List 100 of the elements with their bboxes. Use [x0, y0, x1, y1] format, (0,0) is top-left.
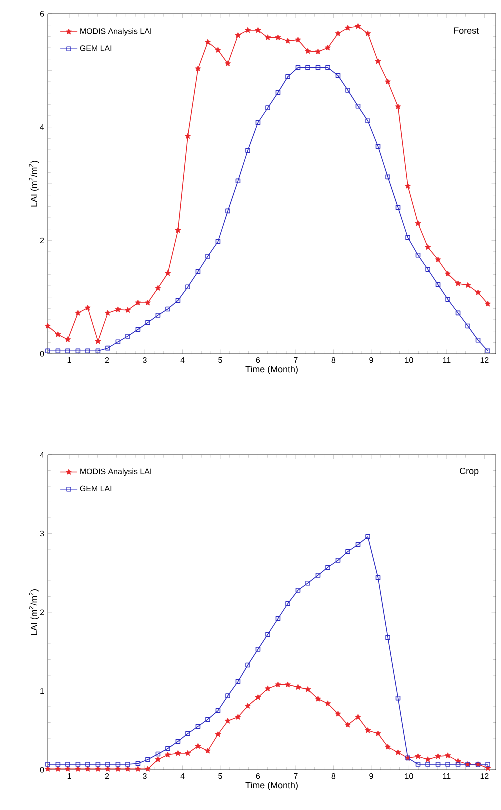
- point: [385, 744, 392, 750]
- point: [336, 558, 341, 563]
- point: [345, 24, 352, 31]
- point: [396, 205, 401, 210]
- point: [215, 47, 222, 53]
- point: [465, 282, 472, 288]
- point: [135, 766, 142, 772]
- point: [156, 752, 161, 757]
- point: [75, 310, 82, 316]
- point: [425, 756, 432, 762]
- point: [166, 746, 170, 752]
- point: [204, 748, 212, 754]
- point: [366, 534, 370, 540]
- point: [44, 323, 52, 329]
- point: [436, 282, 441, 288]
- point: [446, 762, 450, 767]
- point: [286, 601, 290, 606]
- x-axis-title: Time (Month): [246, 782, 298, 790]
- point: [456, 310, 461, 316]
- point: [46, 348, 50, 354]
- point: [296, 65, 301, 70]
- point: [176, 739, 181, 744]
- point: [116, 762, 121, 767]
- point: [255, 694, 262, 700]
- point: [216, 239, 221, 244]
- point: [436, 762, 441, 767]
- point: [76, 348, 81, 354]
- point: [244, 703, 252, 709]
- point: [66, 348, 70, 354]
- point: [386, 174, 390, 180]
- point: [236, 178, 241, 184]
- point: [405, 183, 412, 189]
- point: [44, 766, 52, 772]
- point: [275, 34, 282, 40]
- point: [276, 90, 281, 96]
- point: [246, 148, 250, 153]
- point: [305, 686, 312, 692]
- point: [224, 60, 232, 66]
- point: [135, 300, 142, 306]
- point: [416, 253, 421, 258]
- point: [226, 694, 230, 698]
- point: [255, 27, 262, 34]
- point: [175, 227, 182, 234]
- point: [55, 332, 62, 338]
- point: [365, 727, 372, 734]
- annotation: Forest: [454, 28, 479, 34]
- point: [96, 348, 101, 354]
- point: [266, 632, 270, 637]
- point: [476, 338, 481, 343]
- point: [356, 104, 361, 109]
- point: [124, 307, 132, 313]
- point: [84, 766, 92, 772]
- point: [286, 74, 290, 80]
- point: [115, 306, 122, 312]
- point: [124, 766, 132, 772]
- point: [216, 708, 221, 714]
- point: [95, 766, 102, 772]
- point: [295, 36, 302, 43]
- point: [365, 30, 372, 36]
- point: [236, 679, 241, 684]
- point: [426, 267, 430, 272]
- point: [326, 565, 330, 570]
- point: [475, 290, 482, 296]
- point: [155, 285, 162, 291]
- point: [326, 65, 330, 70]
- point: [95, 338, 102, 344]
- point: [106, 346, 110, 351]
- point: [316, 65, 321, 70]
- point: [485, 300, 492, 307]
- point: [64, 766, 72, 772]
- point: [375, 58, 382, 64]
- point: [76, 762, 81, 767]
- point: [226, 208, 230, 214]
- point: [136, 327, 141, 332]
- point: [256, 647, 261, 652]
- point: [356, 542, 361, 548]
- point: [455, 280, 462, 286]
- point: [265, 34, 272, 40]
- point: [126, 334, 130, 339]
- point: [195, 66, 202, 72]
- point: [445, 752, 452, 758]
- point: [146, 757, 150, 762]
- point: [435, 256, 442, 263]
- point: [104, 766, 112, 772]
- point: [96, 762, 101, 767]
- point: [66, 762, 70, 767]
- point: [346, 88, 350, 93]
- point: [186, 731, 190, 736]
- point: [115, 766, 122, 772]
- point: [386, 635, 390, 640]
- point: [206, 254, 210, 259]
- point: [396, 696, 401, 701]
- point: [425, 244, 432, 250]
- point: [164, 270, 172, 276]
- point: [306, 580, 310, 586]
- annotation: Crop: [460, 468, 479, 476]
- point: [435, 753, 442, 760]
- point: [55, 766, 62, 772]
- point: [204, 39, 212, 45]
- point: [285, 682, 292, 688]
